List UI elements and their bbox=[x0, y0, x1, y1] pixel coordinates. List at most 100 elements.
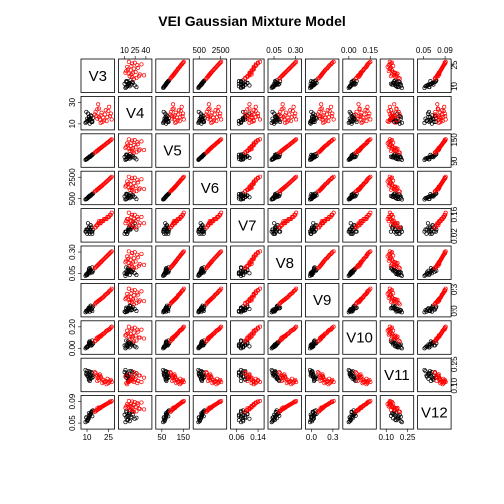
data-point-cluster-2 bbox=[130, 326, 135, 331]
data-point-cluster-2 bbox=[176, 293, 181, 298]
panel-V11-V5 bbox=[155, 357, 190, 393]
data-point-cluster-2 bbox=[387, 117, 392, 122]
data-point-cluster-1 bbox=[426, 197, 431, 202]
data-point-cluster-1 bbox=[427, 369, 432, 374]
data-point-cluster-2 bbox=[176, 402, 181, 408]
data-point-cluster-2 bbox=[136, 180, 141, 185]
data-point-cluster-2 bbox=[176, 256, 181, 261]
data-point-cluster-2 bbox=[387, 59, 392, 64]
tick-label-bottom: 25 bbox=[104, 433, 113, 442]
data-point-cluster-2 bbox=[357, 373, 362, 378]
data-point-cluster-2 bbox=[368, 380, 373, 385]
data-point-cluster-2 bbox=[253, 381, 258, 386]
data-point-cluster-2 bbox=[253, 63, 258, 68]
data-point-cluster-2 bbox=[131, 266, 136, 271]
data-point-cluster-1 bbox=[236, 344, 241, 349]
data-point-cluster-2 bbox=[168, 266, 173, 271]
data-point-cluster-1 bbox=[162, 373, 167, 378]
data-point-cluster-2 bbox=[437, 114, 442, 119]
data-point-cluster-1 bbox=[84, 272, 89, 278]
data-point-cluster-2 bbox=[440, 382, 445, 387]
data-point-cluster-1 bbox=[351, 154, 356, 159]
panel-frame bbox=[80, 58, 115, 93]
data-point-cluster-1 bbox=[396, 231, 401, 236]
data-point-cluster-1 bbox=[241, 308, 246, 314]
panel-V8-V9 bbox=[304, 245, 340, 280]
data-point-cluster-2 bbox=[253, 114, 258, 119]
data-point-cluster-1 bbox=[200, 223, 205, 228]
data-point-cluster-1 bbox=[84, 371, 89, 376]
data-point-cluster-1 bbox=[199, 229, 205, 234]
data-point-cluster-2 bbox=[288, 142, 293, 147]
data-point-cluster-2 bbox=[99, 404, 104, 409]
data-point-cluster-1 bbox=[354, 229, 359, 234]
panel-frame bbox=[417, 320, 452, 355]
data-point-cluster-2 bbox=[141, 407, 147, 412]
data-point-cluster-2 bbox=[363, 255, 368, 260]
data-point-cluster-2 bbox=[327, 177, 332, 183]
data-point-cluster-1 bbox=[425, 221, 431, 226]
data-point-cluster-2 bbox=[251, 328, 256, 333]
data-point-cluster-2 bbox=[96, 102, 101, 107]
data-point-cluster-2 bbox=[141, 262, 147, 267]
data-point-cluster-1 bbox=[309, 414, 314, 419]
data-point-cluster-1 bbox=[163, 194, 168, 199]
data-point-cluster-2 bbox=[131, 339, 136, 344]
data-point-cluster-2 bbox=[98, 374, 103, 379]
data-point-cluster-2 bbox=[102, 402, 107, 408]
panel-V4-V4: V4 bbox=[118, 96, 153, 131]
data-point-cluster-2 bbox=[389, 403, 395, 409]
data-point-cluster-2 bbox=[204, 225, 209, 230]
data-point-cluster-2 bbox=[96, 185, 102, 191]
data-point-cluster-1 bbox=[200, 413, 205, 418]
data-point-cluster-2 bbox=[95, 107, 100, 112]
data-point-cluster-1 bbox=[199, 225, 204, 230]
data-point-cluster-2 bbox=[288, 180, 293, 185]
data-point-cluster-2 bbox=[109, 398, 114, 404]
data-point-cluster-2 bbox=[93, 338, 98, 343]
data-point-cluster-2 bbox=[331, 59, 336, 64]
data-point-cluster-2 bbox=[391, 110, 396, 115]
data-point-cluster-2 bbox=[253, 327, 258, 332]
panel-V9-V7 bbox=[230, 282, 265, 318]
data-point-cluster-1 bbox=[164, 81, 169, 86]
data-point-cluster-2 bbox=[358, 219, 363, 224]
data-point-cluster-1 bbox=[274, 154, 279, 159]
data-point-cluster-2 bbox=[386, 108, 391, 114]
data-point-cluster-2 bbox=[330, 111, 335, 116]
data-point-cluster-2 bbox=[129, 72, 134, 77]
data-point-cluster-2 bbox=[368, 174, 373, 179]
data-point-cluster-2 bbox=[315, 225, 320, 230]
data-point-cluster-2 bbox=[102, 181, 107, 186]
panel-V6-V7 bbox=[230, 170, 265, 206]
data-point-cluster-2 bbox=[131, 76, 136, 81]
data-point-cluster-2 bbox=[356, 264, 361, 269]
data-point-cluster-2 bbox=[353, 189, 358, 194]
data-point-cluster-2 bbox=[368, 137, 373, 142]
data-point-cluster-1 bbox=[238, 118, 244, 123]
data-point-cluster-1 bbox=[393, 306, 398, 312]
data-point-cluster-1 bbox=[429, 341, 434, 346]
data-point-cluster-1 bbox=[311, 413, 316, 418]
panel-V3-V4 bbox=[118, 58, 153, 93]
data-point-cluster-1 bbox=[398, 155, 403, 160]
data-point-cluster-2 bbox=[280, 299, 285, 304]
data-point-cluster-2 bbox=[127, 223, 132, 228]
data-point-cluster-2 bbox=[432, 112, 437, 117]
data-point-cluster-1 bbox=[164, 227, 169, 232]
data-point-cluster-2 bbox=[133, 376, 138, 381]
data-point-cluster-2 bbox=[325, 180, 330, 185]
data-point-cluster-1 bbox=[309, 371, 314, 376]
data-point-cluster-2 bbox=[243, 76, 248, 81]
data-point-cluster-2 bbox=[106, 140, 111, 145]
data-point-cluster-2 bbox=[439, 330, 444, 335]
data-point-cluster-2 bbox=[206, 221, 211, 226]
data-point-cluster-2 bbox=[319, 147, 324, 152]
data-point-cluster-2 bbox=[129, 219, 134, 224]
panel-frame bbox=[342, 320, 377, 355]
data-point-cluster-2 bbox=[131, 142, 136, 147]
data-point-cluster-2 bbox=[207, 261, 212, 267]
data-point-cluster-1 bbox=[86, 221, 91, 226]
data-point-cluster-2 bbox=[132, 250, 137, 255]
data-point-cluster-2 bbox=[247, 147, 252, 153]
